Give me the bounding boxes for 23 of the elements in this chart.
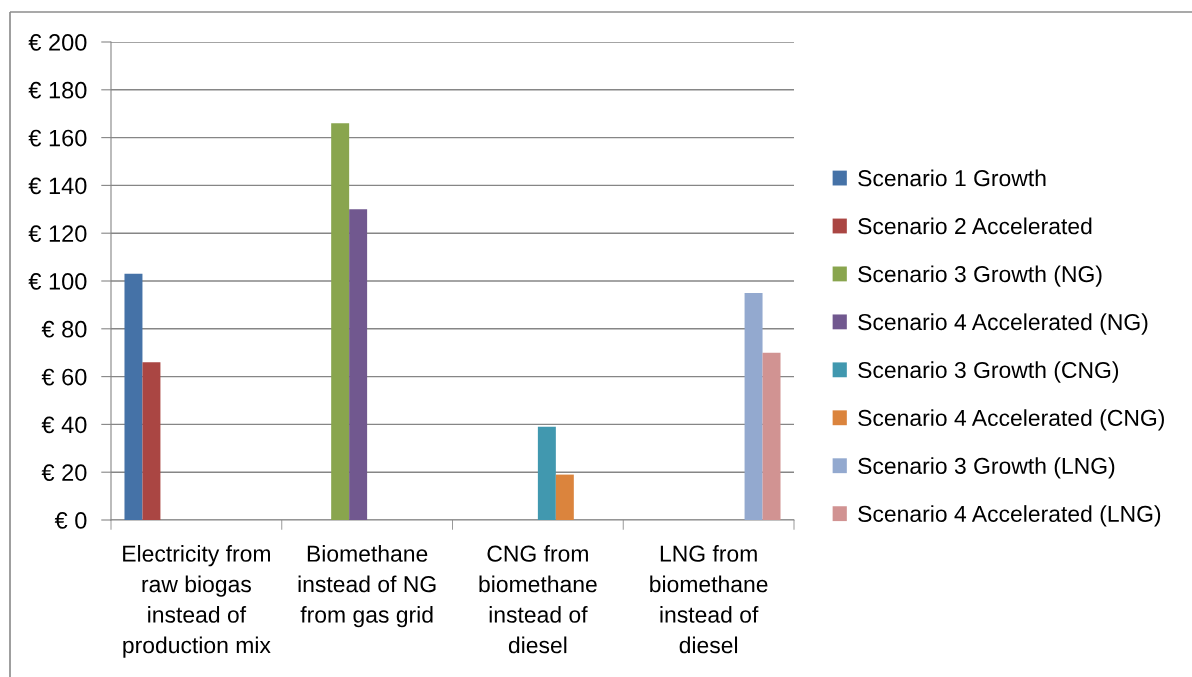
x-tick-label: Electricity from raw biogas instead of production mix <box>123 545 271 658</box>
y-tick-label: € 180 <box>28 81 87 99</box>
legend-label: Scenario 1 Growth <box>858 169 1046 187</box>
y-tick-label: € 120 <box>28 225 87 242</box>
y-tick-label: € 60 <box>41 368 87 386</box>
y-tick-label: € 40 <box>41 416 87 434</box>
y-tick-label: € 80 <box>41 320 87 338</box>
legend-label: Scenario 4 Accelerated (CNG) <box>858 409 1164 431</box>
y-tick-label: € 20 <box>41 464 87 481</box>
y-tick-label: € 200 <box>28 34 87 51</box>
legend-label: Scenario 4 Accelerated (NG) <box>858 313 1148 335</box>
x-tick-label: CNG from biomethane instead of diesel <box>479 545 597 654</box>
legend-label: Scenario 3 Growth (LNG) <box>858 457 1115 479</box>
legend-label: Scenario 2 Accelerated <box>858 217 1092 235</box>
y-tick-label: € 100 <box>28 273 87 290</box>
x-tick-label: LNG from biomethane instead of diesel <box>650 545 768 654</box>
y-tick-label: € 140 <box>28 177 87 195</box>
legend-label: Scenario 3 Growth (CNG) <box>858 361 1119 383</box>
x-tick-label: Biomethane instead of NG from gas grid <box>298 545 436 628</box>
legend-label: Scenario 4 Accelerated (LNG) <box>858 505 1161 527</box>
y-tick-label: € 160 <box>28 129 87 147</box>
y-tick-label: € 0 <box>54 512 87 529</box>
legend-label: Scenario 3 Growth (NG) <box>858 265 1102 287</box>
